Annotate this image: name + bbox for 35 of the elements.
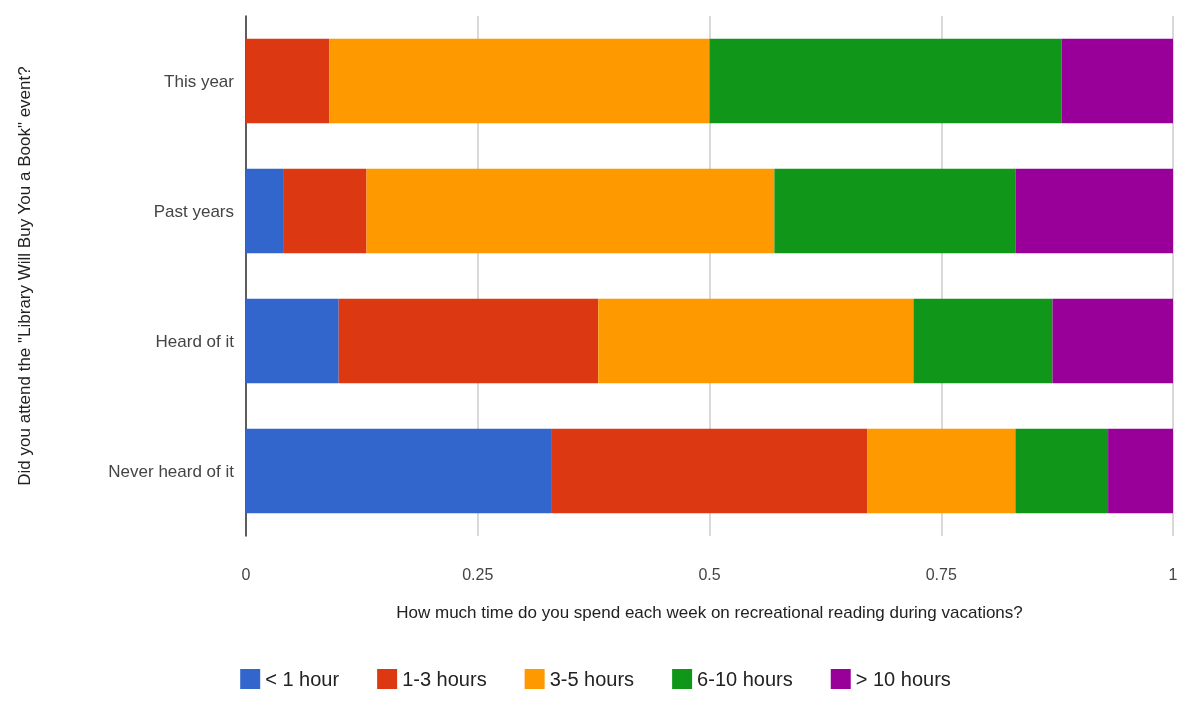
bar <box>338 298 599 384</box>
bar <box>1015 168 1173 254</box>
bar <box>598 298 914 384</box>
x-tick-label: 0 <box>241 565 251 583</box>
x-tick-label: 0.25 <box>462 565 494 583</box>
y-tick-label: Heard of it <box>155 331 235 351</box>
bar <box>246 428 552 514</box>
y-axis-title: Did you attend the "Library Will Buy You a Book" event? <box>15 66 34 486</box>
legend-label: 6-10 hours <box>697 668 793 690</box>
legend-label: > 10 hours <box>855 668 951 690</box>
bar <box>246 168 284 254</box>
bar <box>1052 298 1173 384</box>
x-tick-label: 1 <box>1168 565 1178 583</box>
x-axis-title: How much time do you spend each week on recreational reading during vacations? <box>396 603 1023 622</box>
bar <box>329 38 710 124</box>
legend-label: 1-3 hours <box>402 668 487 690</box>
bar <box>1108 428 1173 514</box>
bar <box>913 298 1053 384</box>
bar <box>246 298 339 384</box>
y-tick-label: Past years <box>153 201 234 221</box>
legend-label: < 1 hour <box>265 668 340 690</box>
x-tick-label: 0.75 <box>925 565 957 583</box>
bar <box>366 168 775 254</box>
y-tick-label: This year <box>164 71 235 91</box>
bar <box>283 168 367 254</box>
bar <box>709 38 1062 124</box>
bar <box>1061 38 1173 124</box>
bar <box>867 428 1016 514</box>
bar <box>774 168 1016 254</box>
bar <box>246 38 330 124</box>
bar <box>1015 428 1109 514</box>
legend-label: 3-5 hours <box>549 668 635 690</box>
y-tick-label: Never heard of it <box>108 461 235 481</box>
bar <box>551 428 868 514</box>
x-tick-label: 0.5 <box>698 565 721 583</box>
